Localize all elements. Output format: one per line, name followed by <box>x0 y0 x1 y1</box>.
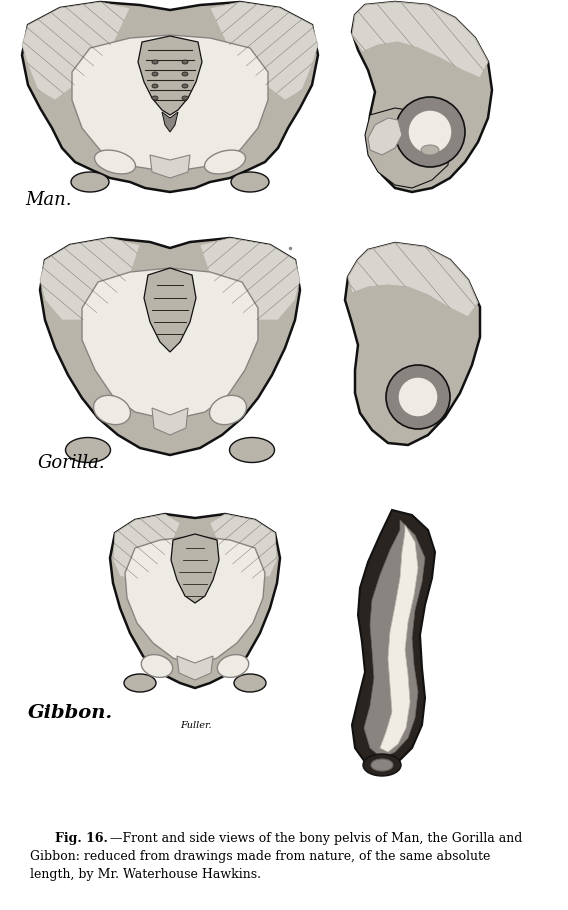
Text: Gibbon: reduced from drawings made from nature, of the same absolute: Gibbon: reduced from drawings made from … <box>30 850 490 863</box>
Polygon shape <box>110 514 280 688</box>
Ellipse shape <box>94 395 131 425</box>
Polygon shape <box>200 238 300 320</box>
Polygon shape <box>352 2 488 78</box>
Ellipse shape <box>182 96 188 100</box>
Polygon shape <box>210 2 318 100</box>
Circle shape <box>408 110 452 154</box>
Ellipse shape <box>363 754 401 776</box>
Polygon shape <box>368 118 402 155</box>
Polygon shape <box>40 238 300 455</box>
Polygon shape <box>352 2 492 192</box>
Circle shape <box>398 377 438 417</box>
Ellipse shape <box>94 150 136 174</box>
Ellipse shape <box>234 674 266 692</box>
Polygon shape <box>22 2 318 192</box>
Polygon shape <box>364 520 425 758</box>
Text: Gibbon.: Gibbon. <box>28 704 113 722</box>
Ellipse shape <box>152 60 158 64</box>
Polygon shape <box>138 36 202 115</box>
Polygon shape <box>348 243 478 317</box>
Circle shape <box>386 365 450 429</box>
Ellipse shape <box>152 96 158 100</box>
Circle shape <box>395 97 465 167</box>
Ellipse shape <box>71 172 109 192</box>
Polygon shape <box>210 514 277 580</box>
Polygon shape <box>144 268 196 352</box>
Polygon shape <box>380 525 418 752</box>
Ellipse shape <box>141 654 173 677</box>
Text: length, by Mr. Waterhouse Hawkins.: length, by Mr. Waterhouse Hawkins. <box>30 868 261 881</box>
Ellipse shape <box>231 172 269 192</box>
Polygon shape <box>22 2 130 100</box>
Polygon shape <box>177 656 213 680</box>
Ellipse shape <box>229 438 274 462</box>
Ellipse shape <box>218 654 249 677</box>
Polygon shape <box>82 268 258 420</box>
Polygon shape <box>345 243 480 445</box>
Polygon shape <box>150 155 190 178</box>
Polygon shape <box>113 514 180 580</box>
Ellipse shape <box>152 72 158 76</box>
Ellipse shape <box>210 395 247 425</box>
Ellipse shape <box>65 438 111 462</box>
Polygon shape <box>365 108 450 188</box>
Polygon shape <box>40 238 140 320</box>
Ellipse shape <box>371 759 393 771</box>
Ellipse shape <box>182 60 188 64</box>
Text: Fig. 16.: Fig. 16. <box>55 832 108 845</box>
Ellipse shape <box>421 145 439 155</box>
Polygon shape <box>72 35 268 172</box>
Ellipse shape <box>152 84 158 88</box>
Text: Gorilla.: Gorilla. <box>38 454 106 472</box>
Ellipse shape <box>182 84 188 88</box>
Ellipse shape <box>182 72 188 76</box>
Polygon shape <box>152 408 188 435</box>
Polygon shape <box>171 534 219 603</box>
Polygon shape <box>162 112 178 132</box>
Ellipse shape <box>124 674 156 692</box>
Text: —Front and side views of the bony pelvis of Man, the Gorilla and: —Front and side views of the bony pelvis… <box>110 832 523 845</box>
Text: Man.: Man. <box>25 191 72 209</box>
Polygon shape <box>125 536 265 666</box>
Ellipse shape <box>204 150 245 174</box>
Polygon shape <box>352 510 435 768</box>
Text: Fuller.: Fuller. <box>180 721 212 730</box>
